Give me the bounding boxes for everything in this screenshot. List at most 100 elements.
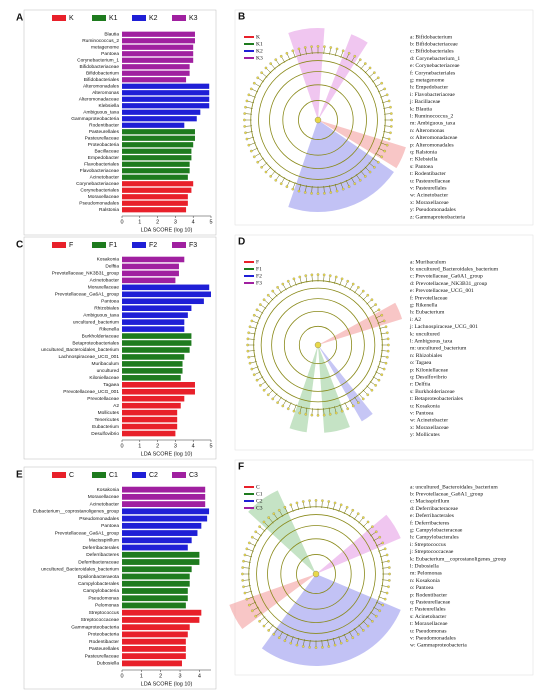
cladogram-ring — [258, 60, 378, 180]
bar — [122, 31, 195, 37]
cladogram-node — [254, 530, 258, 534]
bar — [122, 395, 185, 402]
cladogram-node — [242, 585, 245, 589]
cladogram-node — [281, 282, 285, 286]
legend-swatch — [92, 15, 106, 21]
cladogram-node — [246, 343, 249, 347]
category-label: Kosakonia — [97, 487, 120, 493]
clade-key: q: Pasteurellaceae — [410, 599, 451, 605]
cladogram-node — [279, 182, 283, 186]
category-label: Eubacterium__coprostanoligenes_group — [33, 509, 119, 515]
legend-label: K — [256, 34, 260, 40]
cladogram-ring — [282, 84, 354, 156]
clade-key: p: Rodentibacter — [410, 592, 447, 598]
bar — [122, 116, 197, 122]
clade-key: j: Lachnospiraceae_UCG_001 — [409, 324, 478, 330]
category-label: Campylobacterales — [78, 581, 120, 587]
cladogram-node — [361, 289, 365, 293]
category-label: Betaproteobacteriales — [72, 340, 119, 346]
category-label: Bifidobacteriales — [84, 77, 120, 83]
clade-key: c: Bifidobacteriales — [410, 48, 454, 55]
category-label: Pasteurellaceae — [85, 136, 120, 142]
cladogram-node — [321, 646, 324, 649]
cladogram-node — [386, 331, 389, 335]
cladogram-ring — [267, 525, 365, 623]
legend-label: K2 — [149, 15, 158, 22]
clade-key: w: Gammaproteobacteria — [410, 643, 467, 649]
cladogram-node — [274, 178, 278, 182]
cladogram-node — [362, 516, 365, 519]
bar — [122, 388, 195, 395]
category-label: Corynebacteriales — [80, 188, 119, 194]
plot-frame — [23, 236, 217, 460]
clade-key: m: uncultured_bacterium — [410, 346, 467, 352]
bar — [122, 77, 187, 83]
cladogram-node — [301, 500, 305, 503]
category-label: Bacillaceae — [94, 149, 119, 155]
cladogram-node — [259, 384, 262, 387]
bar — [122, 551, 200, 558]
cladogram-node — [323, 45, 326, 48]
legend-label: C3 — [189, 472, 198, 479]
cladogram-node — [373, 166, 376, 169]
category-label: Ralstonia — [99, 207, 119, 213]
clade-key: u: Kosakonia — [410, 403, 440, 409]
bar — [122, 122, 185, 128]
cladogram-node — [316, 273, 320, 276]
category-label: Ruminococcus_2 — [82, 38, 119, 44]
clade-key: o: Pantoea — [410, 585, 434, 591]
cladogram-node — [286, 407, 290, 411]
clade-key: e: Deferribacterales — [410, 512, 454, 519]
category-label: Pantoea — [101, 51, 119, 57]
bar — [122, 340, 192, 346]
bar — [122, 646, 186, 652]
clade-key: v: Pantoea — [410, 410, 434, 416]
legend-label: F3 — [189, 242, 197, 249]
cladogram-node — [370, 388, 374, 392]
cladogram-node — [260, 166, 263, 169]
category-label: Flavobacteriaceae — [80, 168, 120, 174]
cladogram-node — [269, 62, 272, 65]
cladogram-node — [381, 541, 385, 545]
cladogram-node — [374, 530, 378, 534]
cladogram-node — [250, 535, 254, 539]
legend-swatch — [92, 242, 106, 248]
x-tick-label: 4 — [198, 673, 201, 679]
cladogram-node — [329, 46, 333, 49]
bar — [122, 588, 188, 594]
cladogram-node — [387, 559, 390, 563]
clade-key: s: Burkholderiaceae — [410, 389, 455, 395]
cladogram-node — [255, 378, 259, 382]
cladogram-node — [322, 413, 326, 417]
bar — [122, 263, 179, 270]
cladogram-node — [252, 155, 256, 159]
category-label: Pasteurellales — [89, 129, 120, 135]
cladogram-node — [383, 149, 387, 153]
x-tick-label: 0 — [120, 673, 123, 679]
cladogram-node — [310, 192, 313, 195]
category-label: Proteobacteria — [88, 632, 120, 638]
panel-label: A — [16, 13, 23, 24]
cladogram-node — [323, 192, 326, 195]
category-label: Rodentibacter — [89, 639, 119, 645]
clade-key: m: Pelomonas — [410, 571, 442, 577]
category-label: Gammaproteobacteria — [71, 624, 119, 630]
clade-highlight — [316, 514, 401, 574]
cladogram-root — [314, 341, 322, 349]
bar — [122, 312, 188, 318]
cladogram-node — [247, 93, 251, 97]
bar — [122, 508, 210, 515]
cladogram-node — [291, 49, 295, 53]
bar — [122, 305, 192, 311]
cladogram-node — [374, 384, 377, 387]
cladogram-node — [339, 641, 343, 645]
cladogram-node — [264, 66, 268, 70]
x-axis-label: LDA SCORE (log 10) — [141, 227, 193, 233]
category-label: Pantoea — [101, 523, 119, 529]
clade-key: n: Alteromonas — [410, 128, 444, 134]
bar — [122, 333, 192, 339]
clade-key: m: Ambiguous_taxa — [410, 121, 456, 127]
legend-swatch — [52, 242, 66, 248]
category-label: Pseudomonadales — [79, 516, 119, 522]
cladogram-node — [382, 319, 386, 323]
